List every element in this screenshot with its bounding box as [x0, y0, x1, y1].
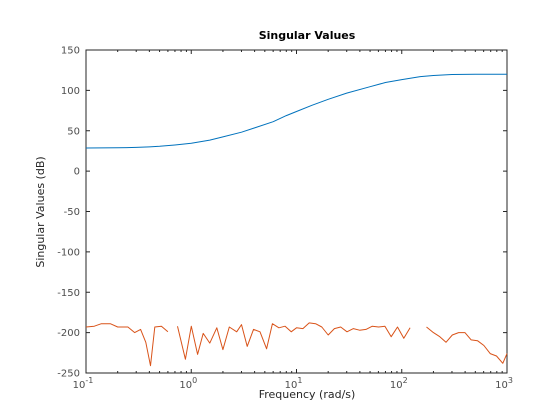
series-2-line-segment-3 — [426, 326, 508, 364]
series-1-line — [85, 73, 507, 149]
x-axis-title: Frequency (rad/s) — [259, 388, 356, 401]
x-tick-label: 103 — [495, 376, 513, 391]
x-tick-label-base: 10 — [73, 380, 86, 391]
series-layer — [85, 73, 508, 367]
x-tick-label-exponent: 1 — [297, 376, 302, 385]
x-tick-label-base: 10 — [285, 380, 298, 391]
x-tick-label-base: 10 — [495, 380, 508, 391]
x-tick-label-base: 10 — [179, 380, 192, 391]
axis-ticks — [85, 49, 508, 374]
y-tick-label: 0 — [74, 167, 80, 178]
series-2-line-segment-1 — [85, 323, 169, 367]
y-axis-title: Singular Values (dB) — [34, 156, 47, 267]
x-tick-label: 100 — [179, 376, 197, 391]
y-tick-label: -250 — [57, 369, 80, 380]
x-tick-label: 101 — [285, 376, 303, 391]
x-tick-label-exponent: 0 — [192, 376, 197, 385]
plot-area — [85, 49, 508, 374]
y-tick-label: 100 — [61, 86, 80, 97]
y-tick-label: -50 — [64, 207, 80, 218]
series-2-line-segment-2 — [177, 322, 411, 360]
y-tick-label: 150 — [61, 46, 80, 57]
chart-title: Singular Values — [259, 29, 356, 42]
x-tick-label-exponent: 2 — [403, 376, 408, 385]
x-tick-label-base: 10 — [390, 380, 403, 391]
x-tick-label: 102 — [390, 376, 408, 391]
x-tick-label: 10-1 — [73, 376, 94, 391]
y-tick-label: -100 — [57, 247, 80, 258]
x-tick-label-exponent: 3 — [508, 376, 513, 385]
y-tick-label: -150 — [57, 288, 80, 299]
x-tick-label-exponent: -1 — [85, 376, 93, 385]
y-tick-label: 50 — [67, 126, 80, 137]
y-tick-label: -200 — [57, 328, 80, 339]
